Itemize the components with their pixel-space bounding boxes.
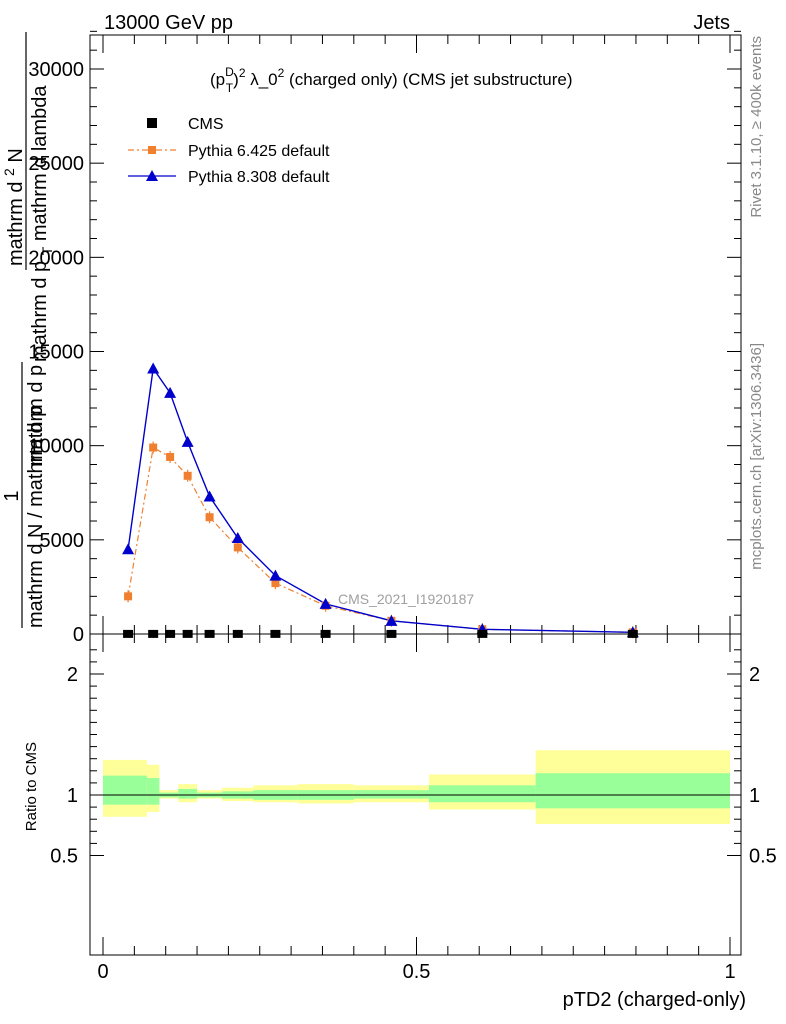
ratio-x-axis: 0 0.5 1 bbox=[97, 634, 736, 983]
ratio-y-label: Ratio to CMS bbox=[23, 742, 40, 831]
header-left: 13000 GeV pp bbox=[104, 12, 233, 34]
analysis-watermark: CMS_2021_I1920187 bbox=[338, 591, 474, 607]
legend-pythia8-marker bbox=[146, 170, 158, 181]
ratio-inner-band bbox=[353, 790, 430, 799]
y-label-left-tail: mathrm d p bbox=[25, 365, 47, 466]
mcplots-label: mcplots.cern.ch [arXiv:1306.3436] bbox=[748, 343, 765, 570]
y-label-top: mathrm d 2 N bbox=[0, 148, 27, 266]
ratio-inner-band bbox=[103, 775, 147, 805]
pythia8-point bbox=[385, 614, 398, 626]
pythia8-point bbox=[181, 435, 194, 447]
rivet-label: Rivet 3.1.10, ≥ 400k events bbox=[748, 36, 765, 218]
pythia8-point bbox=[164, 386, 177, 398]
pythia8-point bbox=[319, 597, 332, 609]
pythia6-point bbox=[205, 513, 214, 522]
ratio-y-tick-label-right: 0.5 bbox=[749, 846, 777, 868]
legend: CMS Pythia 6.425 default Pythia 8.308 de… bbox=[128, 116, 330, 186]
header-right: Jets bbox=[693, 12, 730, 34]
ratio-y-tick-label: 0.5 bbox=[50, 846, 78, 868]
pythia6-point bbox=[166, 452, 175, 461]
ratio-y-tick-label-right: 2 bbox=[749, 664, 760, 686]
legend-cms-label: CMS bbox=[188, 116, 224, 133]
legend-item-cms: CMS bbox=[147, 116, 224, 133]
x-axis-label: pTD2 (charged-only) bbox=[563, 989, 746, 1011]
pythia8-point bbox=[122, 543, 135, 555]
ratio-x-tick-label: 0.5 bbox=[403, 961, 431, 983]
ratio-y-axis: 0.5 0.5 1 1 2 2 bbox=[50, 649, 777, 868]
ratio-inner-band bbox=[535, 773, 730, 809]
main-y-tick-label: 10000 bbox=[28, 436, 84, 458]
pythia6-point bbox=[183, 471, 192, 480]
main-plot-panel: 0 5000 10000 15000 20000 25000 30000 1 mathrm … bbox=[0, 30, 742, 646]
pythia8-point bbox=[147, 362, 160, 374]
ratio-inner-band bbox=[146, 778, 160, 805]
main-y-tick-label: 0 bbox=[73, 624, 84, 646]
legend-cms-marker bbox=[147, 118, 157, 128]
legend-item-pythia6: Pythia 6.425 default bbox=[128, 143, 330, 160]
ratio-inner-band bbox=[178, 788, 198, 799]
legend-pythia6-marker bbox=[148, 146, 156, 154]
ratio-x-tick-label: 0 bbox=[97, 961, 108, 983]
pythia8-point bbox=[203, 490, 216, 502]
pythia6-point bbox=[124, 592, 133, 601]
pythia6-point bbox=[149, 443, 158, 452]
plot-title: (pD T)2 λ_02 (charged only) (CMS jet subs… bbox=[210, 65, 572, 95]
main-x-axis bbox=[102, 35, 731, 634]
main-y-tick-label: 20000 bbox=[28, 247, 84, 269]
main-y-tick-label: 5000 bbox=[40, 530, 85, 552]
main-y-tick-label: 25000 bbox=[28, 153, 84, 175]
ratio-y-tick-label-right: 1 bbox=[749, 785, 760, 807]
legend-pythia6-label: Pythia 6.425 default bbox=[188, 143, 330, 160]
pythia8-point bbox=[269, 569, 282, 581]
main-y-tick-label: 15000 bbox=[28, 342, 84, 364]
main-y-tick-label: 30000 bbox=[28, 59, 84, 81]
ratio-bands bbox=[103, 750, 730, 825]
ratio-inner-band bbox=[429, 785, 536, 803]
pythia8-point bbox=[231, 531, 244, 543]
ratio-plot-panel: 0.5 0.51 12 2 0 0.5 1 Ratio to CMS pTD2 (char… bbox=[23, 633, 777, 1011]
y-label-denominator: mathrm d p T mathrm d lambda bbox=[29, 85, 57, 362]
main-y-axis: 0 5000 10000 15000 20000 25000 30000 bbox=[28, 30, 741, 646]
y-label-one: 1 bbox=[1, 490, 23, 501]
ratio-y-tick-label: 2 bbox=[67, 664, 78, 686]
pythia6-point bbox=[271, 579, 280, 588]
ratio-y-tick-label: 1 bbox=[67, 785, 78, 807]
y-label-left: mathrm d N / mathrm d p bbox=[25, 406, 47, 628]
legend-pythia8-label: Pythia 8.308 default bbox=[188, 169, 330, 186]
pythia6-point bbox=[233, 543, 242, 552]
y-axis-label: 1 mathrm d N / mathrm d p mathrm d p mat… bbox=[0, 32, 57, 628]
ratio-x-tick-label: 1 bbox=[724, 961, 735, 983]
legend-item-pythia8: Pythia 8.308 default bbox=[128, 169, 330, 186]
